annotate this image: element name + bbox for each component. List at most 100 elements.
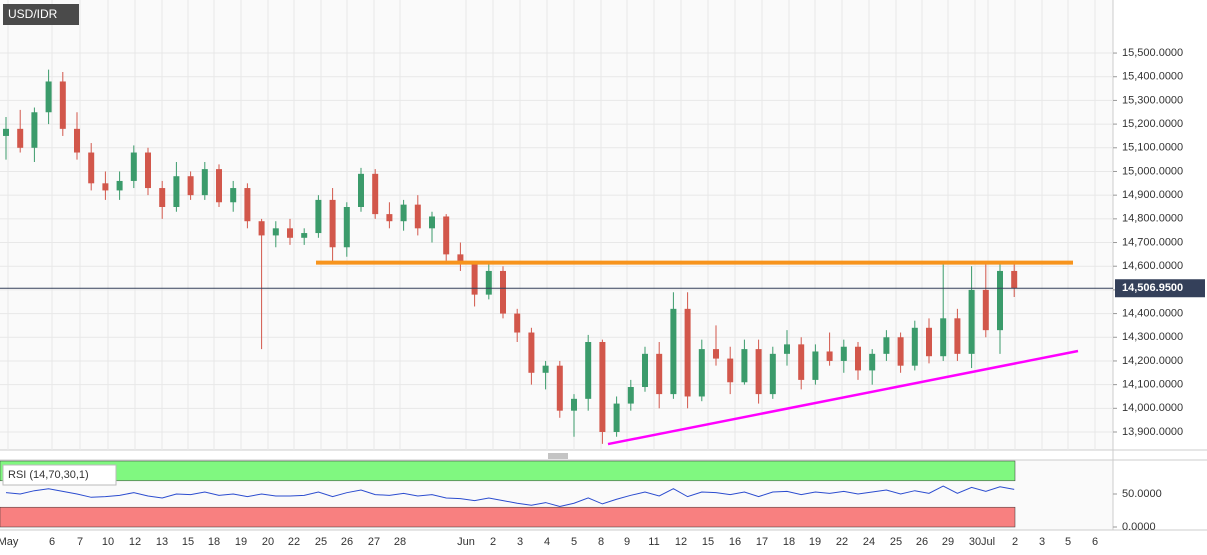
x-tick-label: 2	[1012, 536, 1018, 548]
rsi-tick-label: 0.0000	[1122, 521, 1156, 533]
x-tick-label: 18	[208, 536, 220, 548]
y-tick-label: 15,300.0000	[1122, 94, 1183, 106]
y-tick-label: 15,200.0000	[1122, 118, 1183, 130]
candle-body	[698, 349, 705, 397]
candle-body	[102, 183, 109, 191]
x-tick-label: 4	[544, 536, 550, 548]
candle-body	[201, 169, 208, 196]
candle-body	[116, 180, 123, 191]
x-tick-label: 10	[102, 536, 114, 548]
x-tick-label: 8	[598, 536, 604, 548]
x-tick-label: 22	[836, 536, 848, 548]
x-tick-label: 9	[624, 536, 630, 548]
candle-body	[642, 353, 648, 387]
x-tick-label: 15	[702, 536, 714, 548]
candle-body	[443, 216, 450, 255]
x-tick-label: 5	[1065, 536, 1071, 548]
x-tick-label: 19	[235, 536, 247, 548]
candle-body	[88, 152, 95, 184]
candle-body	[414, 204, 421, 229]
x-tick-label: 25	[890, 536, 902, 548]
candle-body	[769, 353, 776, 395]
candle-body	[528, 332, 535, 373]
candle-body	[727, 358, 734, 383]
candle-body	[145, 152, 151, 189]
x-tick-label: Jul	[981, 536, 995, 548]
x-tick-label: 17	[756, 536, 768, 548]
rsi-line	[5, 485, 1015, 508]
x-tick-label: 6	[49, 536, 55, 548]
candle-body	[272, 228, 279, 236]
candle-body	[542, 365, 549, 373]
x-tick-label: 15	[182, 536, 194, 548]
y-tick-label: 15,400.0000	[1122, 71, 1183, 83]
candle-body	[982, 289, 989, 331]
candle-body	[713, 349, 719, 359]
candle-body	[457, 254, 464, 264]
candle-body	[244, 188, 251, 222]
overbought-band	[0, 460, 1016, 482]
candle-body	[315, 199, 322, 234]
candle-body	[386, 214, 393, 222]
x-tick-label: 26	[916, 536, 928, 548]
y-tick-label: 14,900.0000	[1122, 189, 1183, 201]
candle-body	[997, 270, 1003, 331]
rsi-tick-label: 50.0000	[1122, 488, 1162, 500]
marks	[0, 69, 1079, 528]
oversold-band	[0, 506, 1016, 528]
candle-body	[130, 152, 137, 181]
y-tick-label: 14,400.0000	[1122, 307, 1183, 319]
y-tick-label: 14,200.0000	[1122, 355, 1183, 367]
candle-body	[627, 387, 634, 404]
x-tick-label: 3	[517, 536, 523, 548]
candle-body	[287, 228, 293, 238]
candle-body	[17, 128, 24, 148]
x-tick-label: 5	[571, 536, 577, 548]
candle-body	[684, 308, 691, 397]
candle-body	[1011, 270, 1018, 289]
candle-body	[500, 270, 506, 314]
resize-handle[interactable]	[548, 453, 568, 459]
last-price-box	[1115, 279, 1205, 298]
candle-body	[230, 188, 237, 203]
candle-body	[656, 353, 663, 395]
candle-body	[954, 318, 961, 354]
candle-body	[826, 351, 833, 361]
y-tick-label: 15,100.0000	[1122, 142, 1183, 154]
candle-body	[883, 337, 890, 354]
candle-body	[216, 169, 222, 203]
candle-body	[556, 365, 563, 411]
x-tick-label: May	[0, 536, 19, 548]
y-tick-label: 13,900.0000	[1122, 426, 1183, 438]
candle-body	[31, 112, 38, 148]
candle-body	[897, 337, 904, 366]
x-tick-label: 3	[1039, 536, 1045, 548]
candle-body	[59, 81, 66, 129]
x-tick-label: 29	[942, 536, 954, 548]
x-tick-label: 16	[729, 536, 741, 548]
candle-body	[968, 289, 975, 354]
candle-body	[514, 313, 521, 333]
x-tick-label: 27	[368, 536, 380, 548]
x-tick-label: 12	[675, 536, 687, 548]
x-tick-label: 19	[809, 536, 821, 548]
chart-title: USD/IDR	[8, 7, 58, 21]
x-tick-label: 24	[863, 536, 875, 548]
y-tick-label: 14,600.0000	[1122, 260, 1183, 272]
candle-body	[187, 176, 194, 196]
x-tick-label: 11	[648, 536, 659, 548]
price-pane	[0, 0, 1113, 450]
candle-body	[301, 233, 308, 238]
candle-body	[812, 351, 819, 380]
candle-body	[741, 349, 748, 383]
candle-body	[173, 176, 180, 207]
candle-body	[571, 398, 577, 411]
y-tick-label: 14,300.0000	[1122, 331, 1183, 343]
candle-body	[429, 216, 435, 229]
candle-body	[74, 128, 80, 153]
candle-body	[784, 344, 790, 354]
x-tick-label: 13	[156, 536, 168, 548]
candle-body	[869, 353, 876, 371]
candle-body	[940, 318, 947, 357]
x-tick-label: 25	[315, 536, 327, 548]
